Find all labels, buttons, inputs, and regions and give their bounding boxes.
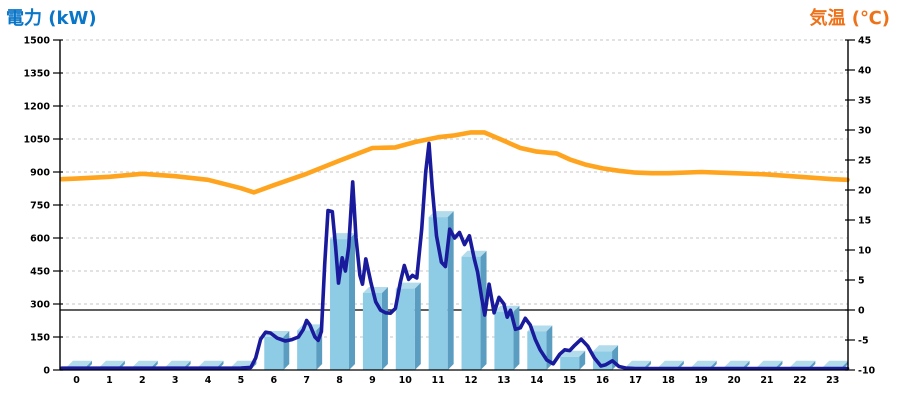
right-tick-label: 20 — [858, 186, 872, 197]
left-tick-label: 1350 — [24, 69, 51, 80]
x-tick-label: 15 — [563, 375, 576, 386]
temperature-line — [59, 130, 850, 195]
x-tick-label: 7 — [303, 375, 310, 386]
axes — [59, 40, 849, 371]
left-tick-label: 750 — [30, 201, 50, 212]
left-axis-title: 電力 (kW) — [6, 8, 97, 29]
x-tick-label: 11 — [432, 375, 445, 386]
x-tick-label: 21 — [760, 375, 773, 386]
bar-hour-13 — [494, 305, 520, 370]
right-axis-ticks: -10 -5 0 5 10 15 20 25 30 35 40 45 — [845, 36, 876, 377]
left-tick-label: 450 — [30, 267, 50, 278]
x-tick-label: 6 — [270, 375, 277, 386]
x-tick-label: 18 — [662, 375, 676, 386]
x-tick-label: 2 — [139, 375, 146, 386]
bar-hour-14 — [527, 325, 553, 370]
x-tick-label: 17 — [629, 375, 642, 386]
gridlines — [60, 39, 848, 338]
x-tick-label: 16 — [596, 375, 610, 386]
left-axis-ticks: 0 150 300 450 600 750 900 1050 1200 1350 1500 — [24, 36, 63, 377]
left-tick-label: 600 — [30, 234, 50, 245]
bar-hour-11 — [428, 211, 454, 370]
x-tick-label: 8 — [336, 375, 343, 386]
x-tick-label: 0 — [73, 375, 80, 386]
right-tick-label: -5 — [858, 336, 869, 347]
x-tick-label: 10 — [399, 375, 413, 386]
right-tick-label: -10 — [858, 366, 876, 377]
left-tick-label: 1200 — [24, 102, 51, 113]
x-tick-label: 14 — [530, 375, 544, 386]
x-tick-label: 3 — [172, 375, 179, 386]
right-tick-label: 5 — [858, 276, 865, 287]
right-tick-label: 10 — [858, 246, 872, 257]
right-tick-label: 0 — [858, 306, 865, 317]
left-tick-label: 0 — [43, 366, 50, 377]
x-tick-label: 5 — [238, 375, 245, 386]
x-tick-label: 13 — [497, 375, 510, 386]
bar-hour-10 — [395, 282, 421, 370]
right-tick-label: 15 — [858, 216, 871, 227]
left-tick-label: 300 — [30, 300, 50, 311]
right-axis-title: 気温 (℃) — [809, 8, 890, 29]
right-tick-label: 35 — [858, 96, 871, 107]
left-tick-label: 1500 — [24, 36, 51, 47]
x-tick-label: 4 — [205, 375, 212, 386]
x-axis-labels: 0 1 2 3 4 5 6 7 8 9 10 11 12 13 14 15 16 17 18 19 20 21 22 23 — [73, 375, 839, 386]
x-tick-label: 23 — [826, 375, 839, 386]
x-tick-label: 22 — [793, 375, 806, 386]
power-line — [59, 141, 850, 371]
bar-hour-15 — [560, 350, 586, 370]
left-tick-label: 150 — [30, 333, 50, 344]
x-tick-label: 9 — [369, 375, 376, 386]
x-tick-label: 12 — [464, 375, 477, 386]
right-tick-label: 45 — [858, 36, 871, 47]
right-tick-label: 30 — [858, 126, 872, 137]
x-tick-label: 1 — [106, 375, 113, 386]
left-tick-label: 900 — [30, 168, 50, 179]
right-tick-label: 25 — [858, 156, 871, 167]
bar-hour-9 — [362, 287, 388, 370]
x-tick-label: 20 — [727, 375, 741, 386]
bar-hour-8 — [330, 233, 356, 370]
x-tick-label: 19 — [695, 375, 708, 386]
left-tick-label: 1050 — [24, 135, 51, 146]
right-tick-label: 40 — [858, 66, 872, 77]
